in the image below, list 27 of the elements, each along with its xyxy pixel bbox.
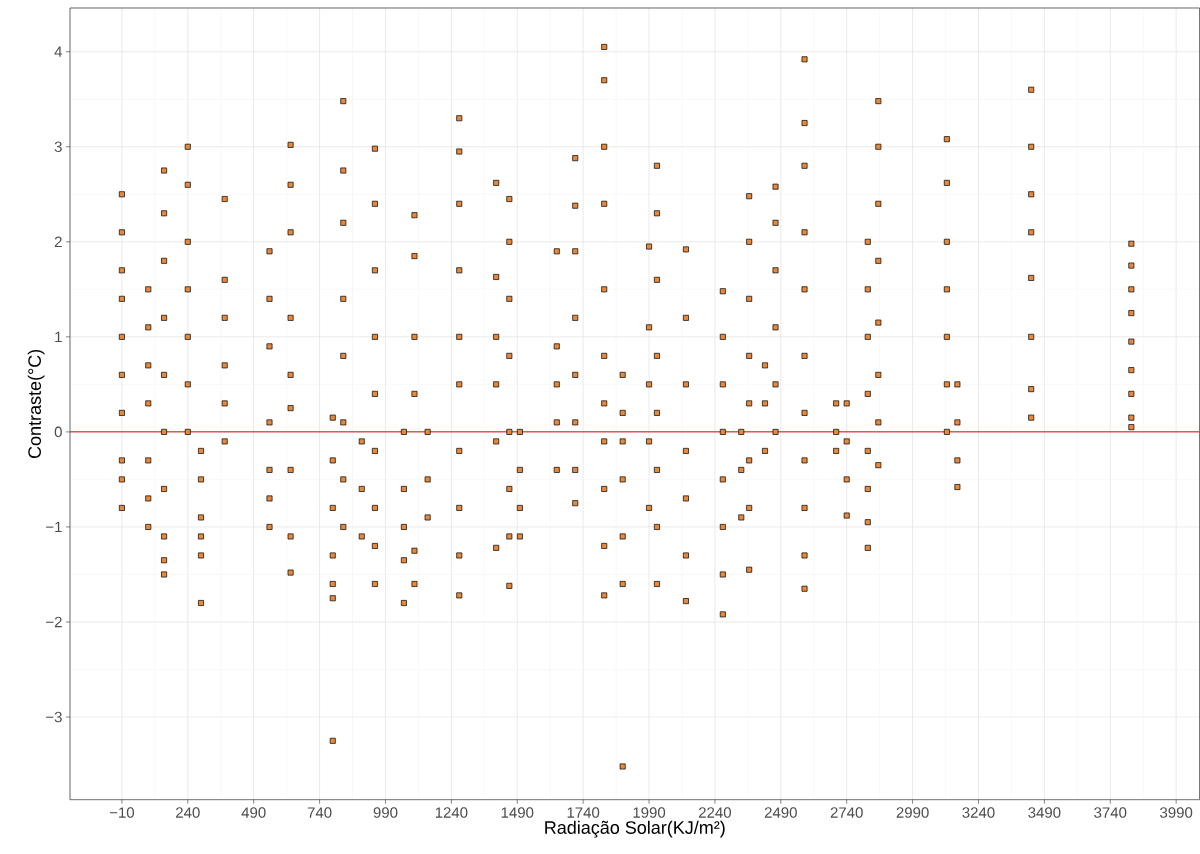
x-tick-label: 1490: [501, 807, 534, 818]
y-tick-label: −1: [46, 521, 62, 533]
x-tick-label: 1240: [435, 807, 468, 818]
x-tick-label: 1990: [633, 807, 666, 818]
x-tick-label: 240: [176, 807, 200, 818]
x-tick-label: 2990: [896, 807, 929, 818]
x-tick-label: 3990: [1160, 807, 1193, 818]
x-tick-label: 2490: [764, 807, 797, 818]
x-tick-label: 740: [307, 807, 332, 818]
y-tick-label: 2: [54, 236, 62, 248]
x-tick-label: 1740: [567, 807, 600, 818]
y-tick-label: 1: [55, 331, 62, 343]
x-tick-label: 3740: [1094, 807, 1127, 818]
y-tick-label: −3: [46, 711, 62, 723]
x-tick-label: 3490: [1028, 807, 1061, 818]
x-tick-label: 2740: [830, 807, 863, 818]
y-axis-title: Contraste(°C): [27, 350, 45, 459]
y-tick-label: 4: [54, 46, 63, 58]
x-tick-label: 2240: [698, 807, 731, 818]
y-tick-label: −2: [46, 616, 62, 628]
x-axis-title: Radiação Solar(KJ/m²): [545, 820, 725, 838]
x-tick-label: −10: [109, 807, 135, 818]
x-tick-label: 490: [241, 807, 266, 818]
x-tick-label: 990: [373, 807, 398, 818]
y-tick-label: 0: [54, 426, 62, 438]
x-tick-label: 3240: [962, 807, 995, 818]
y-tick-label: 3: [54, 141, 62, 153]
